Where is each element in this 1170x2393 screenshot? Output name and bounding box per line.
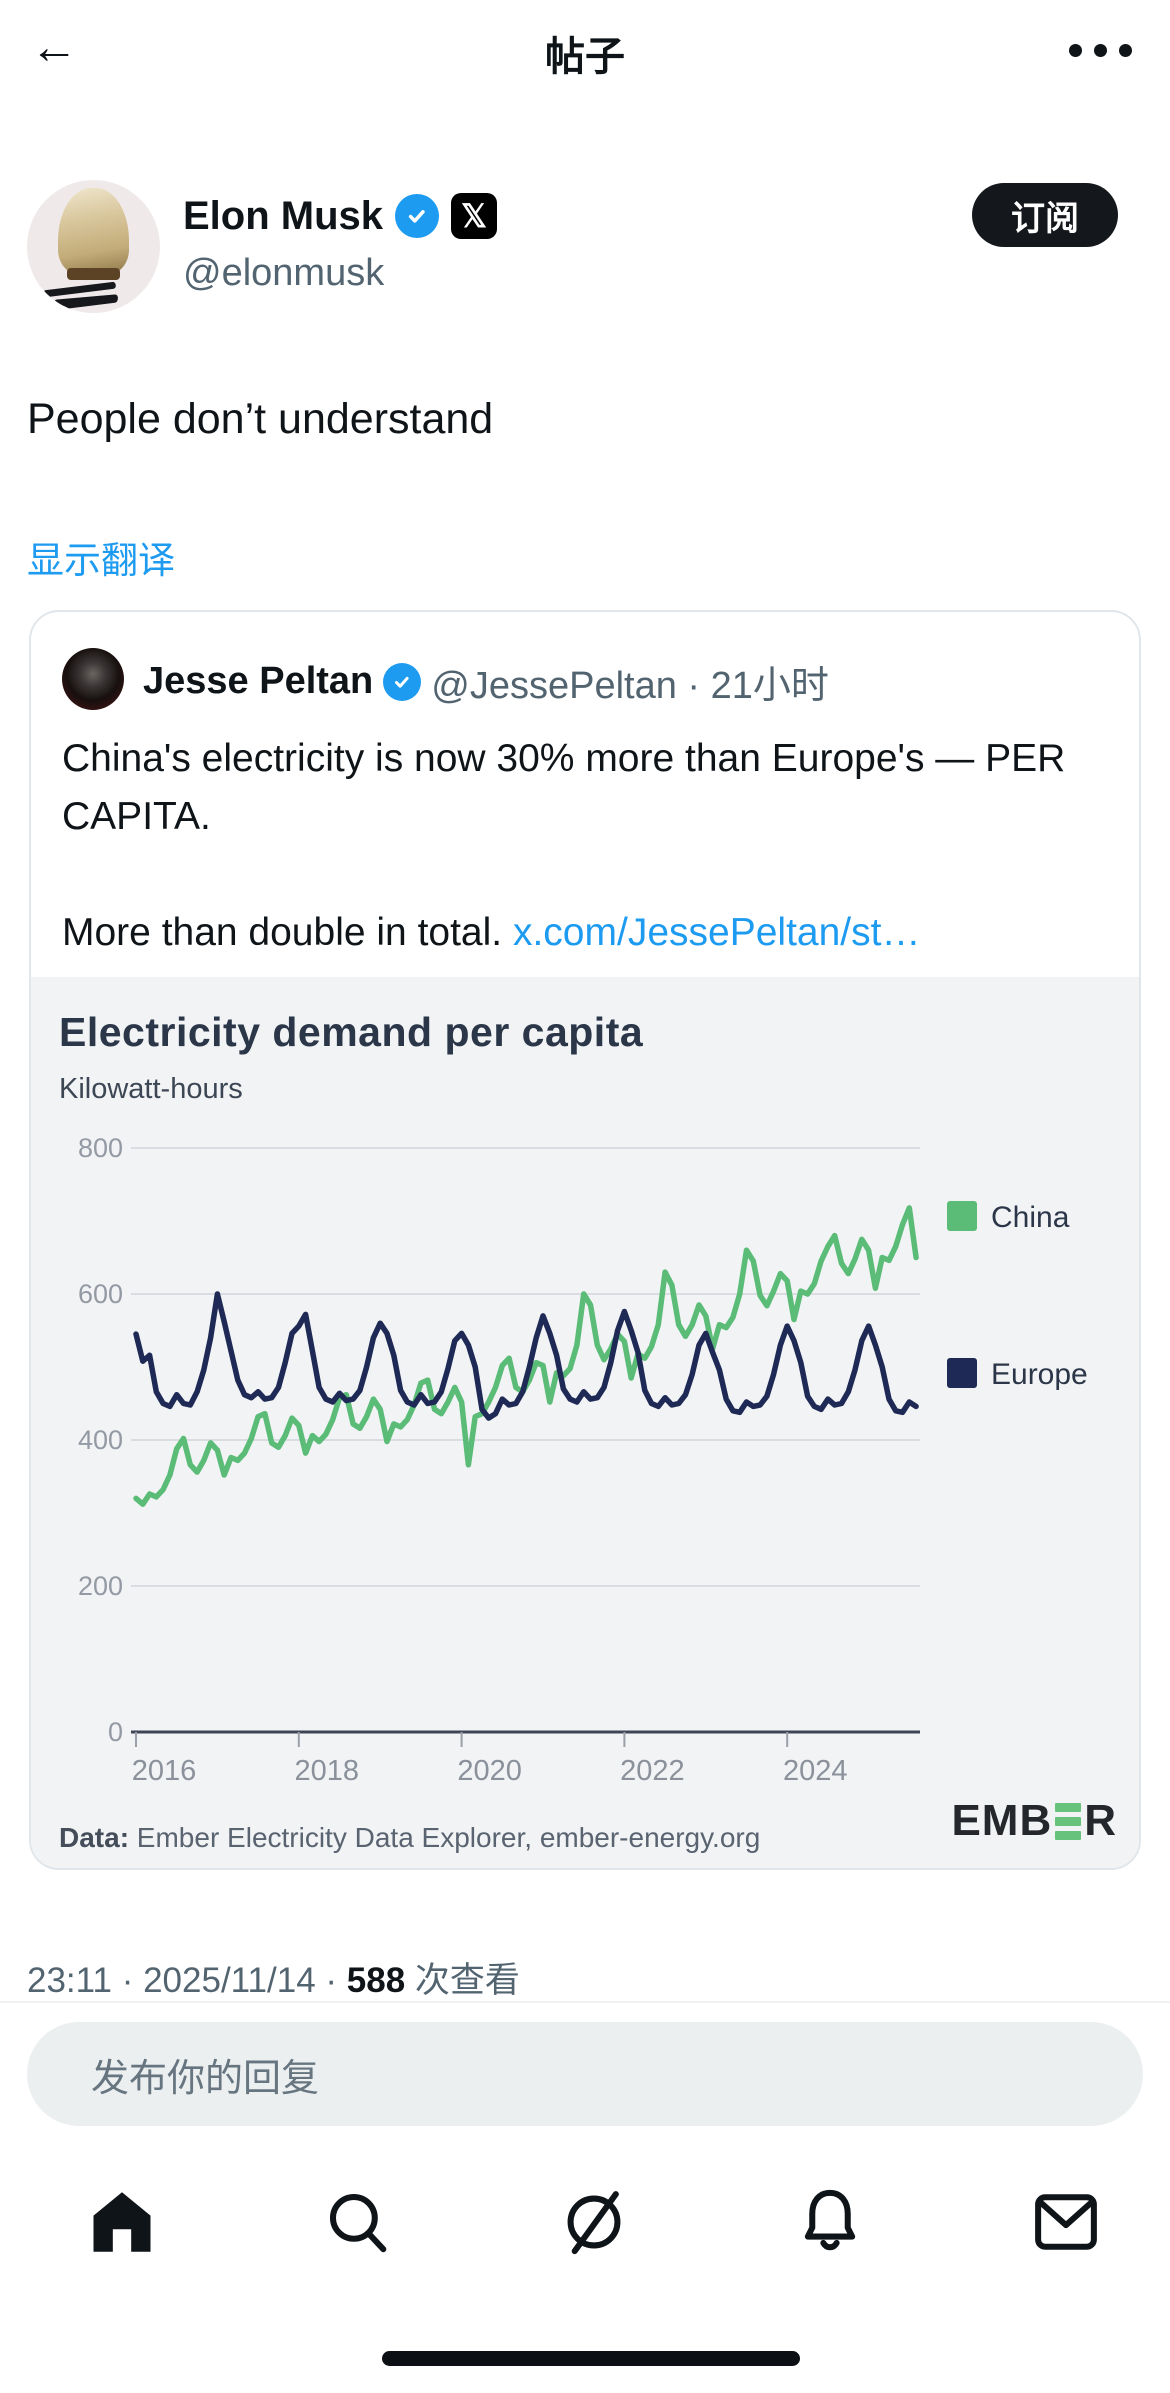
chart-y-unit-label: Kilowatt-hours [59, 1073, 243, 1105]
svg-text:0: 0 [108, 1717, 123, 1747]
chart-source-note: Data: Ember Electricity Data Explorer, e… [59, 1822, 761, 1853]
svg-text:2022: 2022 [620, 1755, 685, 1787]
ember-logo-bars-icon [1055, 1802, 1082, 1840]
quoted-text-2: More than double in total. x.com/JessePe… [62, 911, 921, 954]
svg-text:2016: 2016 [132, 1755, 197, 1787]
reply-input[interactable]: 发布你的回复 [27, 2022, 1143, 2126]
avatar[interactable] [27, 180, 160, 313]
svg-text:China: China [991, 1201, 1070, 1234]
quoted-verified-badge-icon [383, 662, 422, 701]
svg-text:200: 200 [78, 1571, 123, 1601]
post-meta: 23:11 · 2025/11/14 · 588 次查看 [27, 1961, 520, 2000]
svg-text:600: 600 [78, 1279, 123, 1309]
author-name: Elon Musk [183, 193, 384, 238]
reply-placeholder: 发布你的回复 [91, 2057, 320, 2100]
post-text: People don’t understand [27, 395, 494, 443]
divider [0, 2001, 1170, 2003]
views-count: 588 [346, 1961, 406, 2000]
svg-text:Europe: Europe [991, 1358, 1088, 1391]
avatar-art [57, 187, 130, 276]
svg-text:2024: 2024 [783, 1755, 848, 1787]
search-icon[interactable] [318, 2182, 398, 2262]
quoted-link[interactable]: x.com/JessePeltan/st… [512, 911, 921, 954]
author-handle: @elonmusk [183, 252, 385, 294]
svg-text:400: 400 [78, 1425, 123, 1455]
verified-badge-icon [395, 194, 440, 238]
notifications-bell-icon[interactable] [790, 2182, 870, 2262]
back-arrow-icon[interactable]: ← [24, 18, 84, 78]
chart-title: Electricity demand per capita [59, 1009, 644, 1055]
quoted-post-card[interactable]: Jesse Peltan @JessePeltan · 21小时 China's… [29, 610, 1141, 1870]
line-chart: 0 200 400 600 800 2016 2018 2020 2022 2024 China Eu… [78, 1133, 1088, 1787]
ember-logo: EMB R [951, 1796, 1117, 1845]
show-translation-link[interactable]: 显示翻译 [27, 530, 175, 584]
svg-text:2020: 2020 [457, 1755, 522, 1787]
svg-text:2018: 2018 [295, 1755, 360, 1787]
author-name-row[interactable]: Elon Musk 𝕏 [183, 192, 498, 240]
quoted-author-name: Jesse Peltan [143, 660, 374, 702]
quoted-author-row: Jesse Peltan @JessePeltan · 21小时 [143, 654, 829, 709]
home-indicator-bar[interactable] [382, 2351, 800, 2366]
page-title: 帖子 [545, 35, 625, 79]
quoted-author-handle-time: @JessePeltan · 21小时 [431, 665, 829, 707]
messages-mail-icon[interactable] [1026, 2182, 1106, 2262]
home-icon[interactable] [82, 2182, 162, 2262]
x-affiliate-badge-icon: 𝕏 [451, 193, 498, 239]
chart-card: 0 200 400 600 800 2016 2018 2020 2022 2024 China Eu… [31, 977, 1139, 1868]
bottom-nav [0, 2180, 1170, 2264]
subscribe-button[interactable]: 订阅 [972, 183, 1118, 247]
top-bar: ← 帖子 [0, 0, 1170, 100]
quoted-avatar[interactable] [62, 648, 124, 710]
more-options-icon[interactable] [1036, 30, 1132, 70]
quoted-text: China's electricity is now 30% more than… [62, 737, 1066, 838]
grok-icon[interactable] [554, 2182, 634, 2262]
svg-text:800: 800 [78, 1133, 123, 1163]
